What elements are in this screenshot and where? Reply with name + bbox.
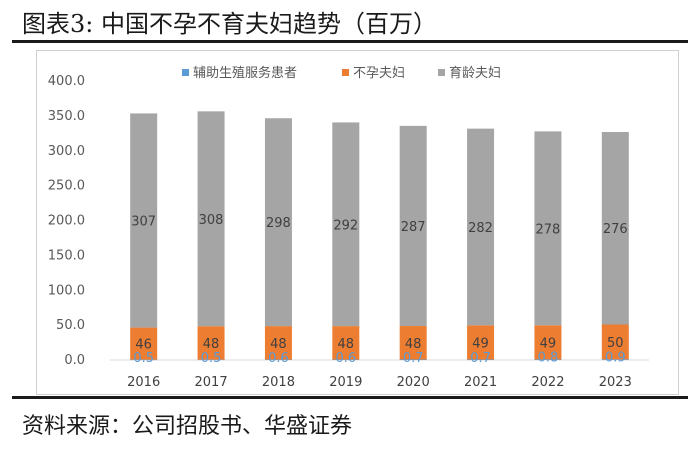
x-tick-label: 2018 (262, 375, 295, 390)
legend-swatch (438, 69, 445, 76)
legend-label: 不孕夫妇 (353, 65, 405, 81)
x-tick-label: 2017 (195, 375, 228, 390)
x-tick-label: 2020 (397, 375, 430, 390)
data-label: 48 (405, 337, 422, 352)
data-label: 278 (536, 222, 561, 237)
x-tick-label: 2022 (531, 375, 564, 390)
x-tick-label: 2023 (599, 375, 632, 390)
bar-segment (264, 326, 292, 360)
bar-segment (332, 122, 360, 327)
y-tick-label: 250.0 (48, 179, 85, 194)
bar-segment (467, 128, 495, 326)
data-label: 0.9 (605, 351, 626, 366)
stacked-bar-chart: 0.0 50.0 100.0 150.0 200.0 250.0 300.0 350.0 400… (48, 65, 649, 390)
data-label: 287 (401, 220, 426, 235)
x-tick-label: 2021 (464, 375, 497, 390)
legend-swatch (342, 69, 349, 76)
y-tick-label: 50.0 (56, 318, 85, 333)
y-tick-label: 150.0 (48, 248, 85, 263)
data-label: 0.5 (133, 351, 154, 366)
figure-title: 图表3: 中国不孕不育夫妇趋势（百万） (22, 10, 437, 38)
bar-segment (130, 113, 158, 328)
data-label: 276 (603, 222, 628, 237)
data-label: 0.6 (335, 351, 356, 366)
y-tick-label: 300.0 (48, 144, 85, 159)
x-tick-label: 2016 (127, 375, 160, 390)
data-label: 46 (135, 338, 152, 353)
bar-segment (467, 325, 495, 360)
bar-segment (534, 325, 562, 360)
data-label: 307 (131, 215, 156, 230)
bar-segment (399, 125, 427, 327)
x-tick-label: 2019 (329, 375, 362, 390)
data-label: 48 (270, 337, 287, 352)
data-label: 50 (607, 336, 624, 351)
data-label: 298 (266, 216, 291, 231)
data-label: 292 (333, 218, 358, 233)
legend-swatch (182, 69, 189, 76)
bottom-rule (12, 396, 688, 399)
data-label: 0.7 (403, 351, 424, 366)
data-label: 48 (203, 337, 220, 352)
top-rule (12, 40, 688, 43)
bar-segment (130, 327, 158, 360)
bar-segment (264, 118, 292, 327)
bar-segment (601, 359, 629, 360)
bar-segment (534, 359, 562, 360)
bar-segment (601, 324, 629, 360)
data-label: 0.8 (538, 351, 559, 366)
legend-label: 辅助生殖服务患者 (193, 65, 297, 81)
data-label: 49 (540, 336, 557, 351)
data-label: 282 (468, 221, 493, 236)
legend-label: 育龄夫妇 (449, 65, 501, 81)
y-tick-label: 400.0 (48, 74, 85, 89)
data-label: 0.7 (470, 351, 491, 366)
y-tick-label: 200.0 (48, 214, 85, 229)
bar-segment (197, 111, 225, 327)
chart-frame: 0.0 50.0 100.0 150.0 200.0 250.0 300.0 350.0 400… (36, 50, 679, 395)
bar-segment (534, 131, 562, 326)
bar-segment (399, 326, 427, 360)
y-tick-label: 350.0 (48, 109, 85, 124)
y-tick-label: 100.0 (48, 283, 85, 298)
data-label: 0.6 (268, 351, 289, 366)
bar-segment (197, 326, 225, 360)
y-tick-label: 0.0 (64, 353, 85, 368)
bar-segment (601, 131, 629, 325)
source-note: 资料来源：公司招股书、华盛证券 (22, 414, 353, 439)
data-label: 0.5 (201, 351, 222, 366)
data-label: 48 (338, 337, 355, 352)
data-label: 308 (199, 213, 224, 228)
data-label: 49 (472, 336, 489, 351)
bar-segment (332, 326, 360, 360)
